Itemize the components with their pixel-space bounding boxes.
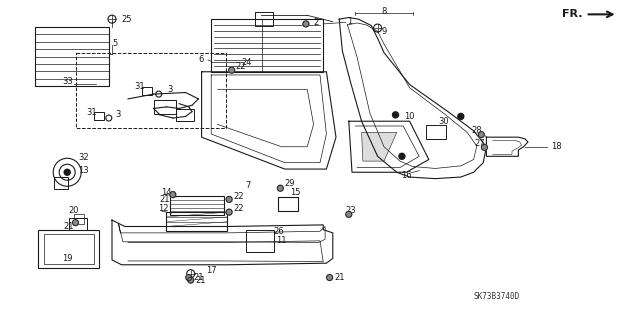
Text: 19: 19 [62, 254, 72, 263]
Text: 11: 11 [276, 236, 287, 245]
Circle shape [188, 277, 194, 283]
Text: 21: 21 [64, 222, 74, 231]
Bar [76, 53, 226, 128]
Bar [38, 230, 99, 268]
Text: 20: 20 [68, 206, 79, 215]
Text: 15: 15 [291, 188, 301, 197]
Bar [69, 218, 87, 230]
Text: 31: 31 [86, 108, 97, 117]
Circle shape [64, 169, 70, 175]
Circle shape [72, 220, 79, 226]
Text: 16: 16 [401, 171, 412, 180]
Circle shape [228, 67, 235, 73]
Text: 22: 22 [234, 204, 244, 213]
Bar [246, 230, 275, 252]
Text: 1: 1 [348, 17, 353, 26]
Circle shape [392, 112, 399, 118]
Circle shape [326, 275, 333, 280]
Text: 33: 33 [63, 77, 74, 86]
Bar [176, 109, 194, 121]
Circle shape [346, 211, 352, 217]
Text: 24: 24 [241, 58, 252, 67]
Circle shape [226, 197, 232, 202]
Text: 13: 13 [78, 166, 88, 175]
Text: 8: 8 [381, 7, 387, 16]
Text: 14: 14 [161, 188, 172, 197]
Circle shape [399, 153, 405, 159]
Text: 5: 5 [112, 39, 117, 48]
Bar [426, 125, 445, 139]
Text: 32: 32 [78, 153, 88, 162]
Bar [142, 87, 152, 95]
Text: 28: 28 [472, 126, 482, 135]
Bar [278, 197, 298, 211]
Text: 21: 21 [193, 273, 204, 282]
Text: 6: 6 [198, 55, 204, 63]
Bar [94, 112, 104, 121]
Bar [154, 100, 175, 115]
Text: 27: 27 [475, 139, 485, 148]
Text: 29: 29 [284, 179, 294, 188]
Bar [211, 19, 323, 72]
Text: 21: 21 [160, 195, 170, 204]
Circle shape [303, 21, 309, 27]
Circle shape [170, 192, 176, 197]
Text: 25: 25 [122, 15, 132, 24]
Circle shape [277, 185, 284, 191]
Circle shape [478, 132, 484, 137]
Bar [54, 177, 68, 189]
Text: 30: 30 [438, 117, 449, 126]
Bar [74, 214, 84, 224]
Text: SK73B3740D: SK73B3740D [474, 292, 520, 301]
Text: 17: 17 [206, 266, 216, 275]
Text: 3: 3 [116, 110, 121, 119]
Text: 22: 22 [236, 63, 246, 71]
Circle shape [458, 114, 464, 119]
Text: 23: 23 [346, 206, 356, 215]
Circle shape [186, 275, 192, 280]
Text: 31: 31 [134, 82, 145, 91]
Circle shape [226, 209, 232, 215]
Polygon shape [362, 132, 397, 161]
Text: 21: 21 [334, 273, 344, 282]
Bar [166, 212, 227, 231]
Text: 18: 18 [552, 142, 562, 151]
Bar [255, 12, 273, 26]
Circle shape [481, 145, 488, 150]
Text: 2: 2 [314, 19, 319, 27]
Text: FR.: FR. [562, 9, 582, 19]
Bar [35, 27, 109, 86]
Text: 10: 10 [404, 112, 415, 121]
Text: 22: 22 [234, 192, 244, 201]
Text: 7: 7 [246, 181, 251, 189]
Bar [170, 196, 224, 215]
Bar [44, 234, 94, 264]
Text: 3: 3 [167, 85, 172, 94]
Text: 21: 21 [195, 276, 205, 285]
Text: 9: 9 [381, 27, 387, 36]
Text: 26: 26 [273, 227, 284, 236]
Text: 12: 12 [158, 204, 168, 213]
